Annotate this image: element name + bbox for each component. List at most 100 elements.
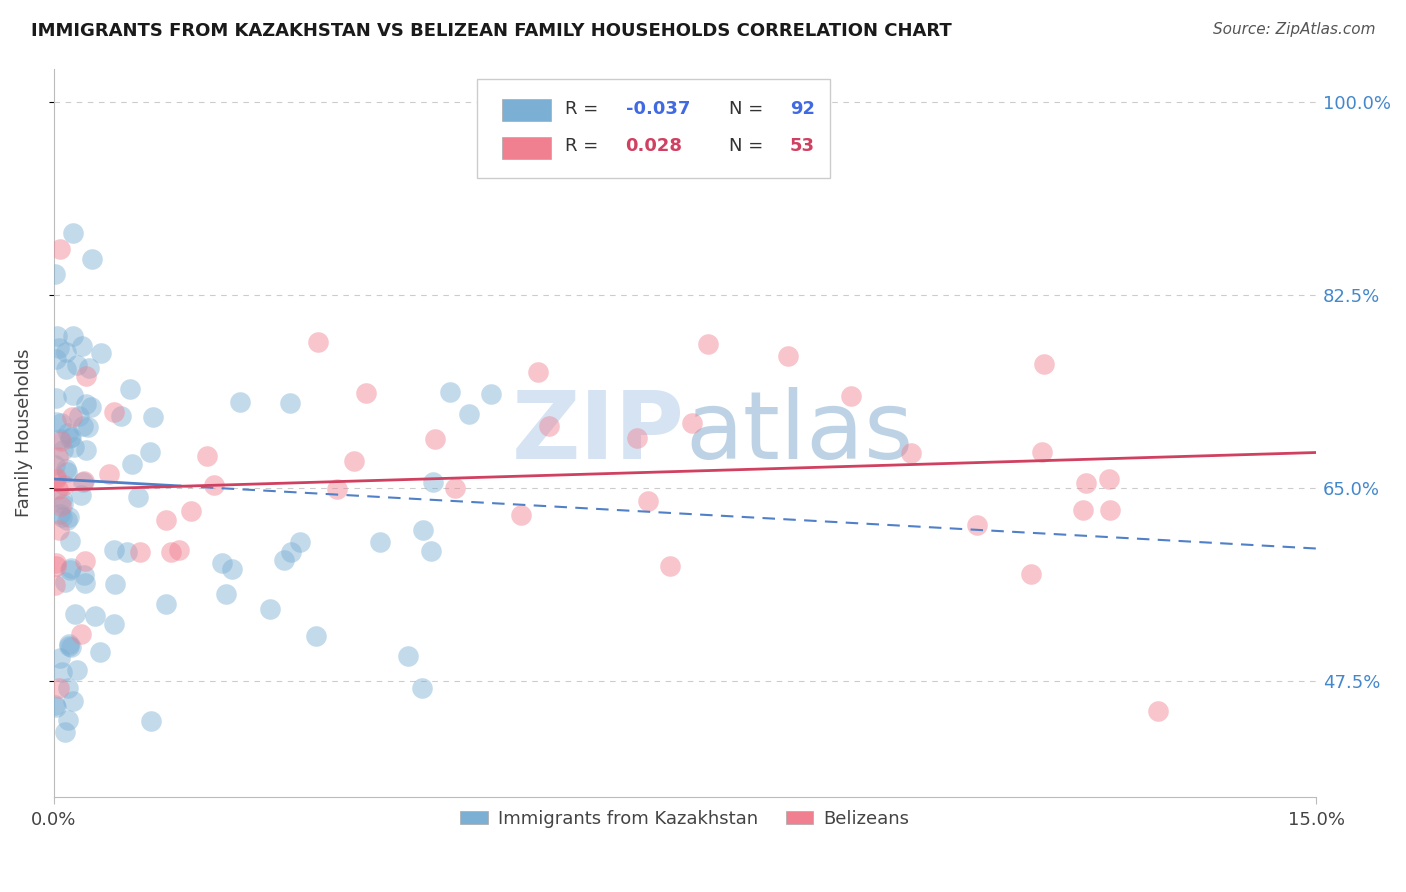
Point [160,545,183,559]
FancyBboxPatch shape [502,100,551,121]
Point [49,507,72,521]
Point [167,543,190,558]
Point [80,252,103,266]
Point [72,475,94,490]
Point [62,328,84,343]
Point [45,472,67,486]
Point [1099,503,1122,517]
Point [103,405,125,419]
Point [58,639,80,653]
Point [45,556,67,570]
Point [49,432,72,446]
Point [966,517,988,532]
Point [59,430,82,444]
Point [411,681,433,695]
Text: -0.037: -0.037 [626,100,690,118]
Point [53,478,76,492]
Point [73,554,96,568]
Point [1098,472,1121,486]
Point [118,382,141,396]
Point [115,544,138,558]
Point [55,462,77,476]
Text: N =: N = [730,100,769,118]
Point [139,714,162,728]
Point [278,396,301,410]
Point [1147,704,1170,718]
Point [73,568,96,582]
Point [52,497,75,511]
FancyBboxPatch shape [502,137,551,159]
Point [67,409,90,423]
Point [121,457,143,471]
Point [89,644,111,658]
Point [75,397,97,411]
Point [98,467,121,482]
Point [354,385,377,400]
Point [48,341,70,355]
Point [66,663,89,677]
Point [77,420,100,434]
Point [59,431,82,445]
Point [658,559,681,574]
Point [110,409,132,423]
Point [439,385,461,400]
Point [229,395,252,409]
Point [59,534,82,549]
Text: 92: 92 [790,100,814,118]
Point [280,544,302,558]
Point [58,713,80,727]
Point [458,407,481,421]
Point [51,665,73,679]
Point [46,329,69,343]
Point [45,391,67,405]
Point [1032,357,1054,371]
Point [46,450,69,464]
Point [51,491,73,506]
Point [60,640,83,654]
Point [58,637,80,651]
Point [45,415,67,429]
Point [839,389,862,403]
Point [63,440,86,454]
Point [422,475,444,489]
Point [637,493,659,508]
Point [221,562,243,576]
Point [180,504,202,518]
Point [103,617,125,632]
Point [49,243,72,257]
Point [479,387,502,401]
Point [62,409,84,424]
Point [62,388,84,402]
Point [56,466,79,480]
Point [1031,444,1053,458]
Text: R =: R = [565,137,605,155]
Point [127,490,149,504]
Point [69,627,91,641]
Point [72,419,94,434]
Point [56,681,79,695]
Point [44,577,66,591]
Point [62,226,84,240]
Point [1019,566,1042,581]
Point [273,553,295,567]
Point [56,512,79,526]
Point [65,607,87,621]
Point [55,362,77,376]
Point [626,431,648,445]
Point [259,602,281,616]
Point [305,629,328,643]
Point [59,563,82,577]
Point [48,650,70,665]
Y-axis label: Family Households: Family Households [15,349,32,516]
Point [45,559,67,574]
Point [65,358,87,372]
Point [56,426,79,441]
Point [290,535,312,549]
Text: Source: ZipAtlas.com: Source: ZipAtlas.com [1212,22,1375,37]
Point [49,417,72,431]
Point [420,544,443,558]
Point [51,510,73,524]
Point [44,267,66,281]
Point [90,346,112,360]
Point [215,586,238,600]
